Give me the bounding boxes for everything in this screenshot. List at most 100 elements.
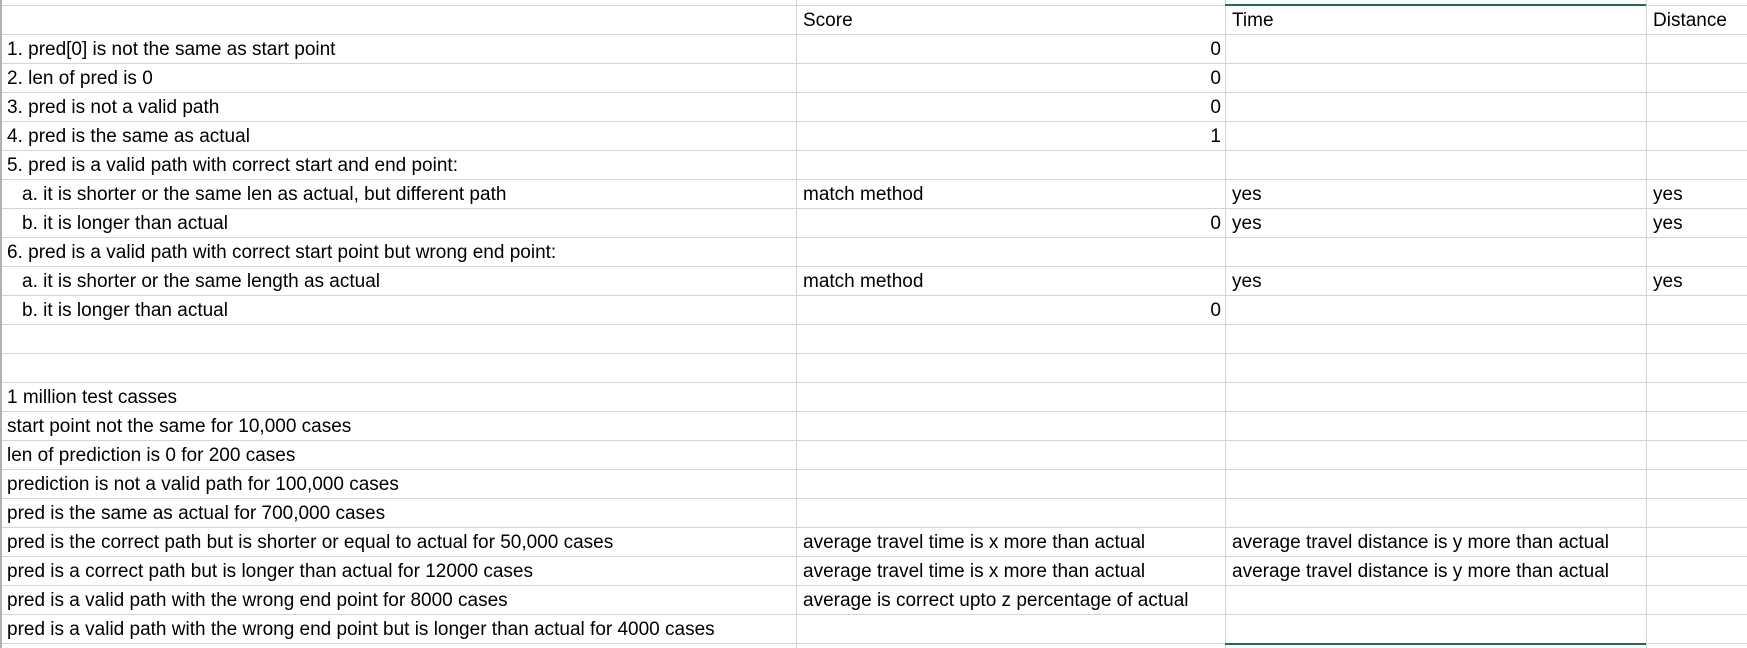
rule-label-cell[interactable]: b. it is longer than actual [22, 213, 228, 234]
stats-time-cell[interactable]: average travel time is x more than actua… [803, 532, 1146, 553]
empty-cell[interactable] [0, 325, 796, 354]
time-cell[interactable]: yes [1232, 213, 1262, 234]
time-cell[interactable] [1225, 122, 1646, 151]
score-cell[interactable]: match method [803, 184, 924, 205]
rule-label-cell[interactable]: 2. len of pred is 0 [7, 68, 153, 89]
table-row: a. it is shorter or the same length as a… [0, 267, 1747, 296]
selection-border-bottom [1225, 643, 1646, 645]
score-cell[interactable]: 0 [1210, 97, 1221, 118]
time-cell[interactable] [1225, 296, 1646, 325]
empty-cell[interactable] [0, 354, 796, 383]
stats-distance-cell[interactable] [1225, 586, 1646, 615]
score-cell[interactable]: 0 [1210, 68, 1221, 89]
stats-label-cell[interactable]: pred is the correct path but is shorter … [7, 532, 614, 553]
distance-cell[interactable] [1646, 64, 1747, 93]
stats-time-cell[interactable] [796, 441, 1225, 470]
stats-row: start point not the same for 10,000 case… [0, 412, 1747, 441]
stats-label-cell[interactable]: pred is the same as actual for 700,000 c… [7, 503, 386, 524]
stats-time-cell[interactable] [796, 383, 1225, 412]
table-row: 2. len of pred is 0 0 [0, 64, 1747, 93]
empty-row [0, 354, 1747, 383]
stats-time-cell[interactable] [796, 615, 1225, 644]
rule-label-cell[interactable]: 3. pred is not a valid path [7, 97, 220, 118]
table-row: 1. pred[0] is not the same as start poin… [0, 35, 1747, 64]
distance-cell[interactable] [1646, 296, 1747, 325]
table-row: b. it is longer than actual 0 [0, 296, 1747, 325]
stats-distance-cell[interactable] [1225, 470, 1646, 499]
stats-row: pred is a correct path but is longer tha… [0, 557, 1747, 586]
distance-cell[interactable]: yes [1653, 184, 1683, 205]
stats-label-cell[interactable]: pred is a correct path but is longer tha… [7, 561, 533, 582]
stats-row: prediction is not a valid path for 100,0… [0, 470, 1747, 499]
time-cell[interactable] [1225, 93, 1646, 122]
stats-row: pred is the same as actual for 700,000 c… [0, 499, 1747, 528]
stats-label-cell[interactable]: pred is a valid path with the wrong end … [7, 590, 508, 611]
time-cell[interactable]: yes [1232, 184, 1262, 205]
top-edge [0, 0, 1747, 6]
stats-distance-cell[interactable] [1225, 441, 1646, 470]
distance-cell[interactable]: yes [1653, 213, 1683, 234]
header-score[interactable]: Score [803, 10, 853, 31]
score-cell[interactable]: 0 [1210, 39, 1221, 60]
stats-label-cell[interactable]: start point not the same for 10,000 case… [7, 416, 352, 437]
rule-label-cell[interactable]: 4. pred is the same as actual [7, 126, 250, 147]
stats-row: pred is the correct path but is shorter … [0, 528, 1747, 557]
distance-cell[interactable] [1646, 238, 1747, 267]
stats-label-cell[interactable]: 1 million test casses [7, 387, 178, 408]
score-cell[interactable]: 0 [1210, 300, 1221, 321]
header-distance[interactable]: Distance [1653, 10, 1727, 31]
stats-distance-cell[interactable] [1225, 615, 1646, 644]
rule-label-cell[interactable]: a. it is shorter or the same len as actu… [22, 184, 507, 205]
stats-distance-cell[interactable] [1225, 383, 1646, 412]
left-edge-border [0, 0, 2, 648]
stats-time-cell[interactable]: average is correct upto z percentage of … [803, 590, 1189, 611]
selection-border-top [1225, 4, 1646, 6]
table-row: 5. pred is a valid path with correct sta… [0, 151, 1747, 180]
stats-label-cell[interactable]: len of prediction is 0 for 200 cases [7, 445, 296, 466]
stats-distance-cell[interactable]: average travel distance is y more than a… [1232, 532, 1610, 553]
rule-label-cell[interactable]: b. it is longer than actual [22, 300, 228, 321]
stats-row: pred is a valid path with the wrong end … [0, 586, 1747, 615]
time-cell[interactable] [1225, 64, 1646, 93]
rule-label-cell[interactable]: 1. pred[0] is not the same as start poin… [7, 39, 336, 60]
table-row: 4. pred is the same as actual 1 [0, 122, 1747, 151]
stats-row: 1 million test casses [0, 383, 1747, 412]
table-row: b. it is longer than actual 0 yes yes [0, 209, 1747, 238]
header-cell-a[interactable] [0, 6, 796, 35]
time-cell[interactable]: yes [1232, 271, 1262, 292]
stats-distance-cell[interactable] [1225, 499, 1646, 528]
stats-time-cell[interactable]: average travel time is x more than actua… [803, 561, 1146, 582]
time-cell[interactable] [1225, 151, 1646, 180]
rule-label-cell[interactable]: a. it is shorter or the same length as a… [22, 271, 381, 292]
stats-distance-cell[interactable] [1225, 412, 1646, 441]
stats-row: pred is a valid path with the wrong end … [0, 615, 1747, 644]
rule-label-cell[interactable]: 6. pred is a valid path with correct sta… [7, 242, 557, 263]
score-cell[interactable]: match method [803, 271, 924, 292]
rule-label-cell[interactable]: 5. pred is a valid path with correct sta… [7, 155, 458, 176]
distance-cell[interactable]: yes [1653, 271, 1683, 292]
stats-distance-cell[interactable]: average travel distance is y more than a… [1232, 561, 1610, 582]
stats-time-cell[interactable] [796, 470, 1225, 499]
score-cell[interactable] [796, 238, 1225, 267]
time-cell[interactable] [1225, 35, 1646, 64]
table-row: 6. pred is a valid path with correct sta… [0, 238, 1747, 267]
distance-cell[interactable] [1646, 35, 1747, 64]
distance-cell[interactable] [1646, 151, 1747, 180]
table-row: 3. pred is not a valid path 0 [0, 93, 1747, 122]
stats-row: len of prediction is 0 for 200 cases [0, 441, 1747, 470]
empty-row [0, 325, 1747, 354]
score-cell[interactable]: 0 [1210, 213, 1221, 234]
time-cell[interactable] [1225, 238, 1646, 267]
score-cell[interactable] [796, 151, 1225, 180]
header-time[interactable]: Time [1232, 10, 1274, 31]
stats-label-cell[interactable]: prediction is not a valid path for 100,0… [7, 474, 399, 495]
table-row: a. it is shorter or the same len as actu… [0, 180, 1747, 209]
header-row: Score Time Distance [0, 6, 1747, 35]
distance-cell[interactable] [1646, 93, 1747, 122]
score-cell[interactable]: 1 [1210, 126, 1221, 147]
distance-cell[interactable] [1646, 122, 1747, 151]
stats-label-cell[interactable]: pred is a valid path with the wrong end … [7, 619, 715, 640]
stats-time-cell[interactable] [796, 412, 1225, 441]
stats-time-cell[interactable] [796, 499, 1225, 528]
